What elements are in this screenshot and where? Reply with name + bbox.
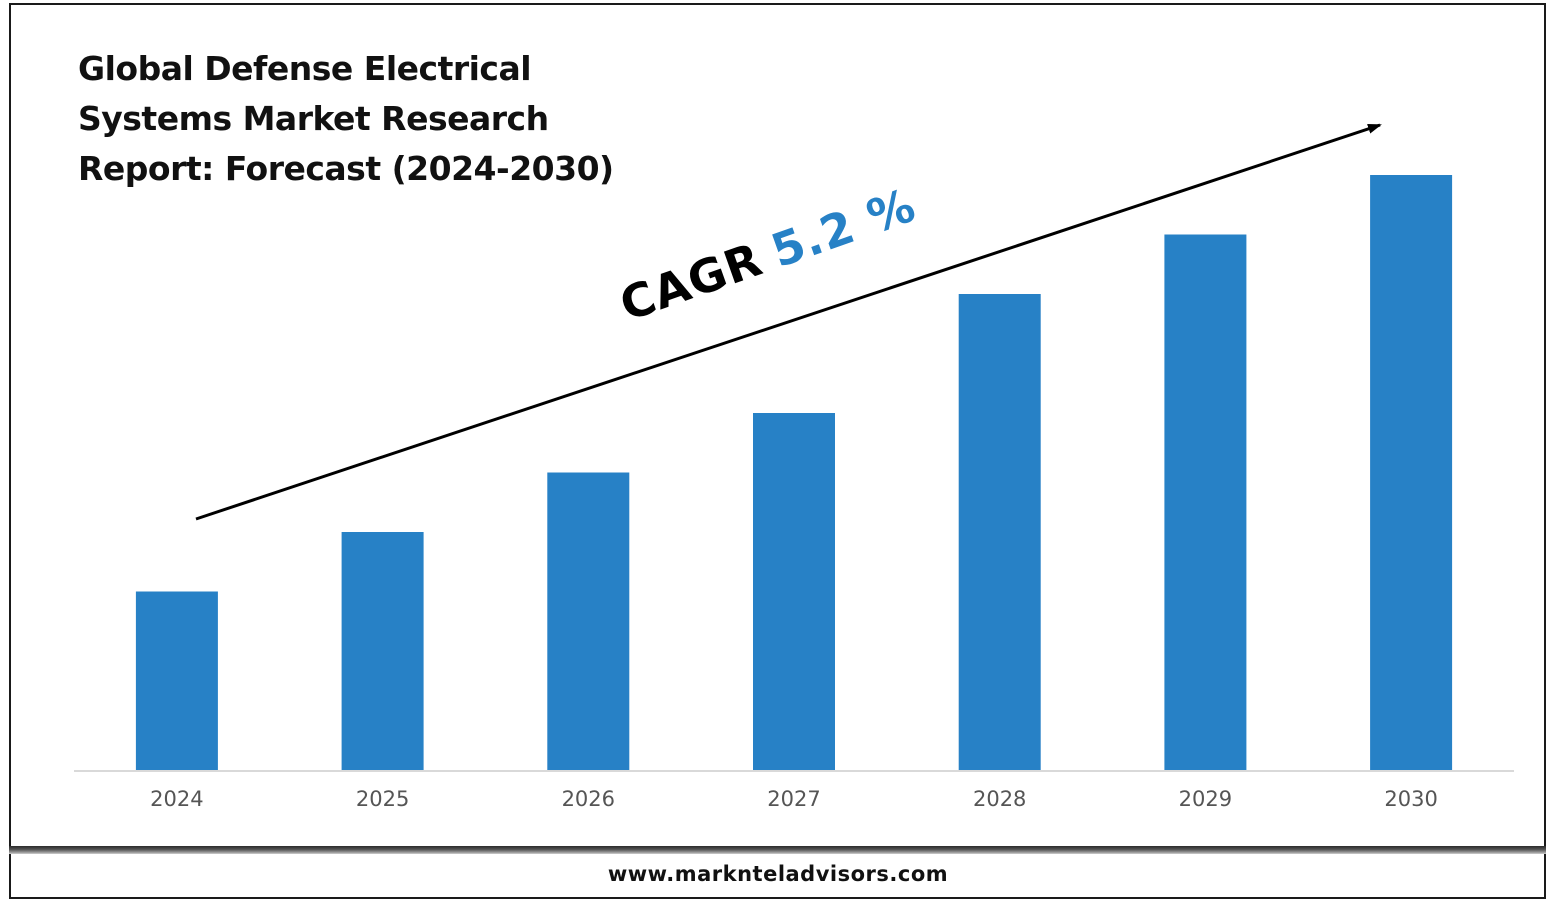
bar-2029 — [1164, 234, 1247, 770]
title-line-3: Report: Forecast (2024-2030) — [78, 149, 614, 188]
trend-arrow — [195, 123, 1382, 521]
title-line-1: Global Defense Electrical — [78, 49, 532, 88]
footer-website[interactable]: www.marknteladvisors.com — [607, 862, 949, 886]
x-tick-label-2029: 2029 — [1179, 787, 1232, 811]
bar-2026 — [547, 472, 630, 770]
x-tick-label-2025: 2025 — [356, 787, 409, 811]
bar-2027 — [753, 413, 835, 770]
chart-title: Global Defense Electrical Systems Market… — [78, 44, 618, 194]
x-tick-label-2027: 2027 — [767, 787, 820, 811]
x-tick-label-2030: 2030 — [1384, 787, 1437, 811]
title-line-2: Systems Market Research — [78, 99, 549, 138]
x-tick-label-2028: 2028 — [973, 787, 1026, 811]
bar-2030 — [1370, 175, 1453, 770]
footer-divider — [9, 846, 1546, 854]
bar-2025 — [341, 532, 424, 770]
x-tick-label-2026: 2026 — [562, 787, 615, 811]
bar-2028 — [958, 294, 1041, 770]
bar-2024 — [135, 591, 218, 770]
x-tick-label-2024: 2024 — [150, 787, 203, 811]
